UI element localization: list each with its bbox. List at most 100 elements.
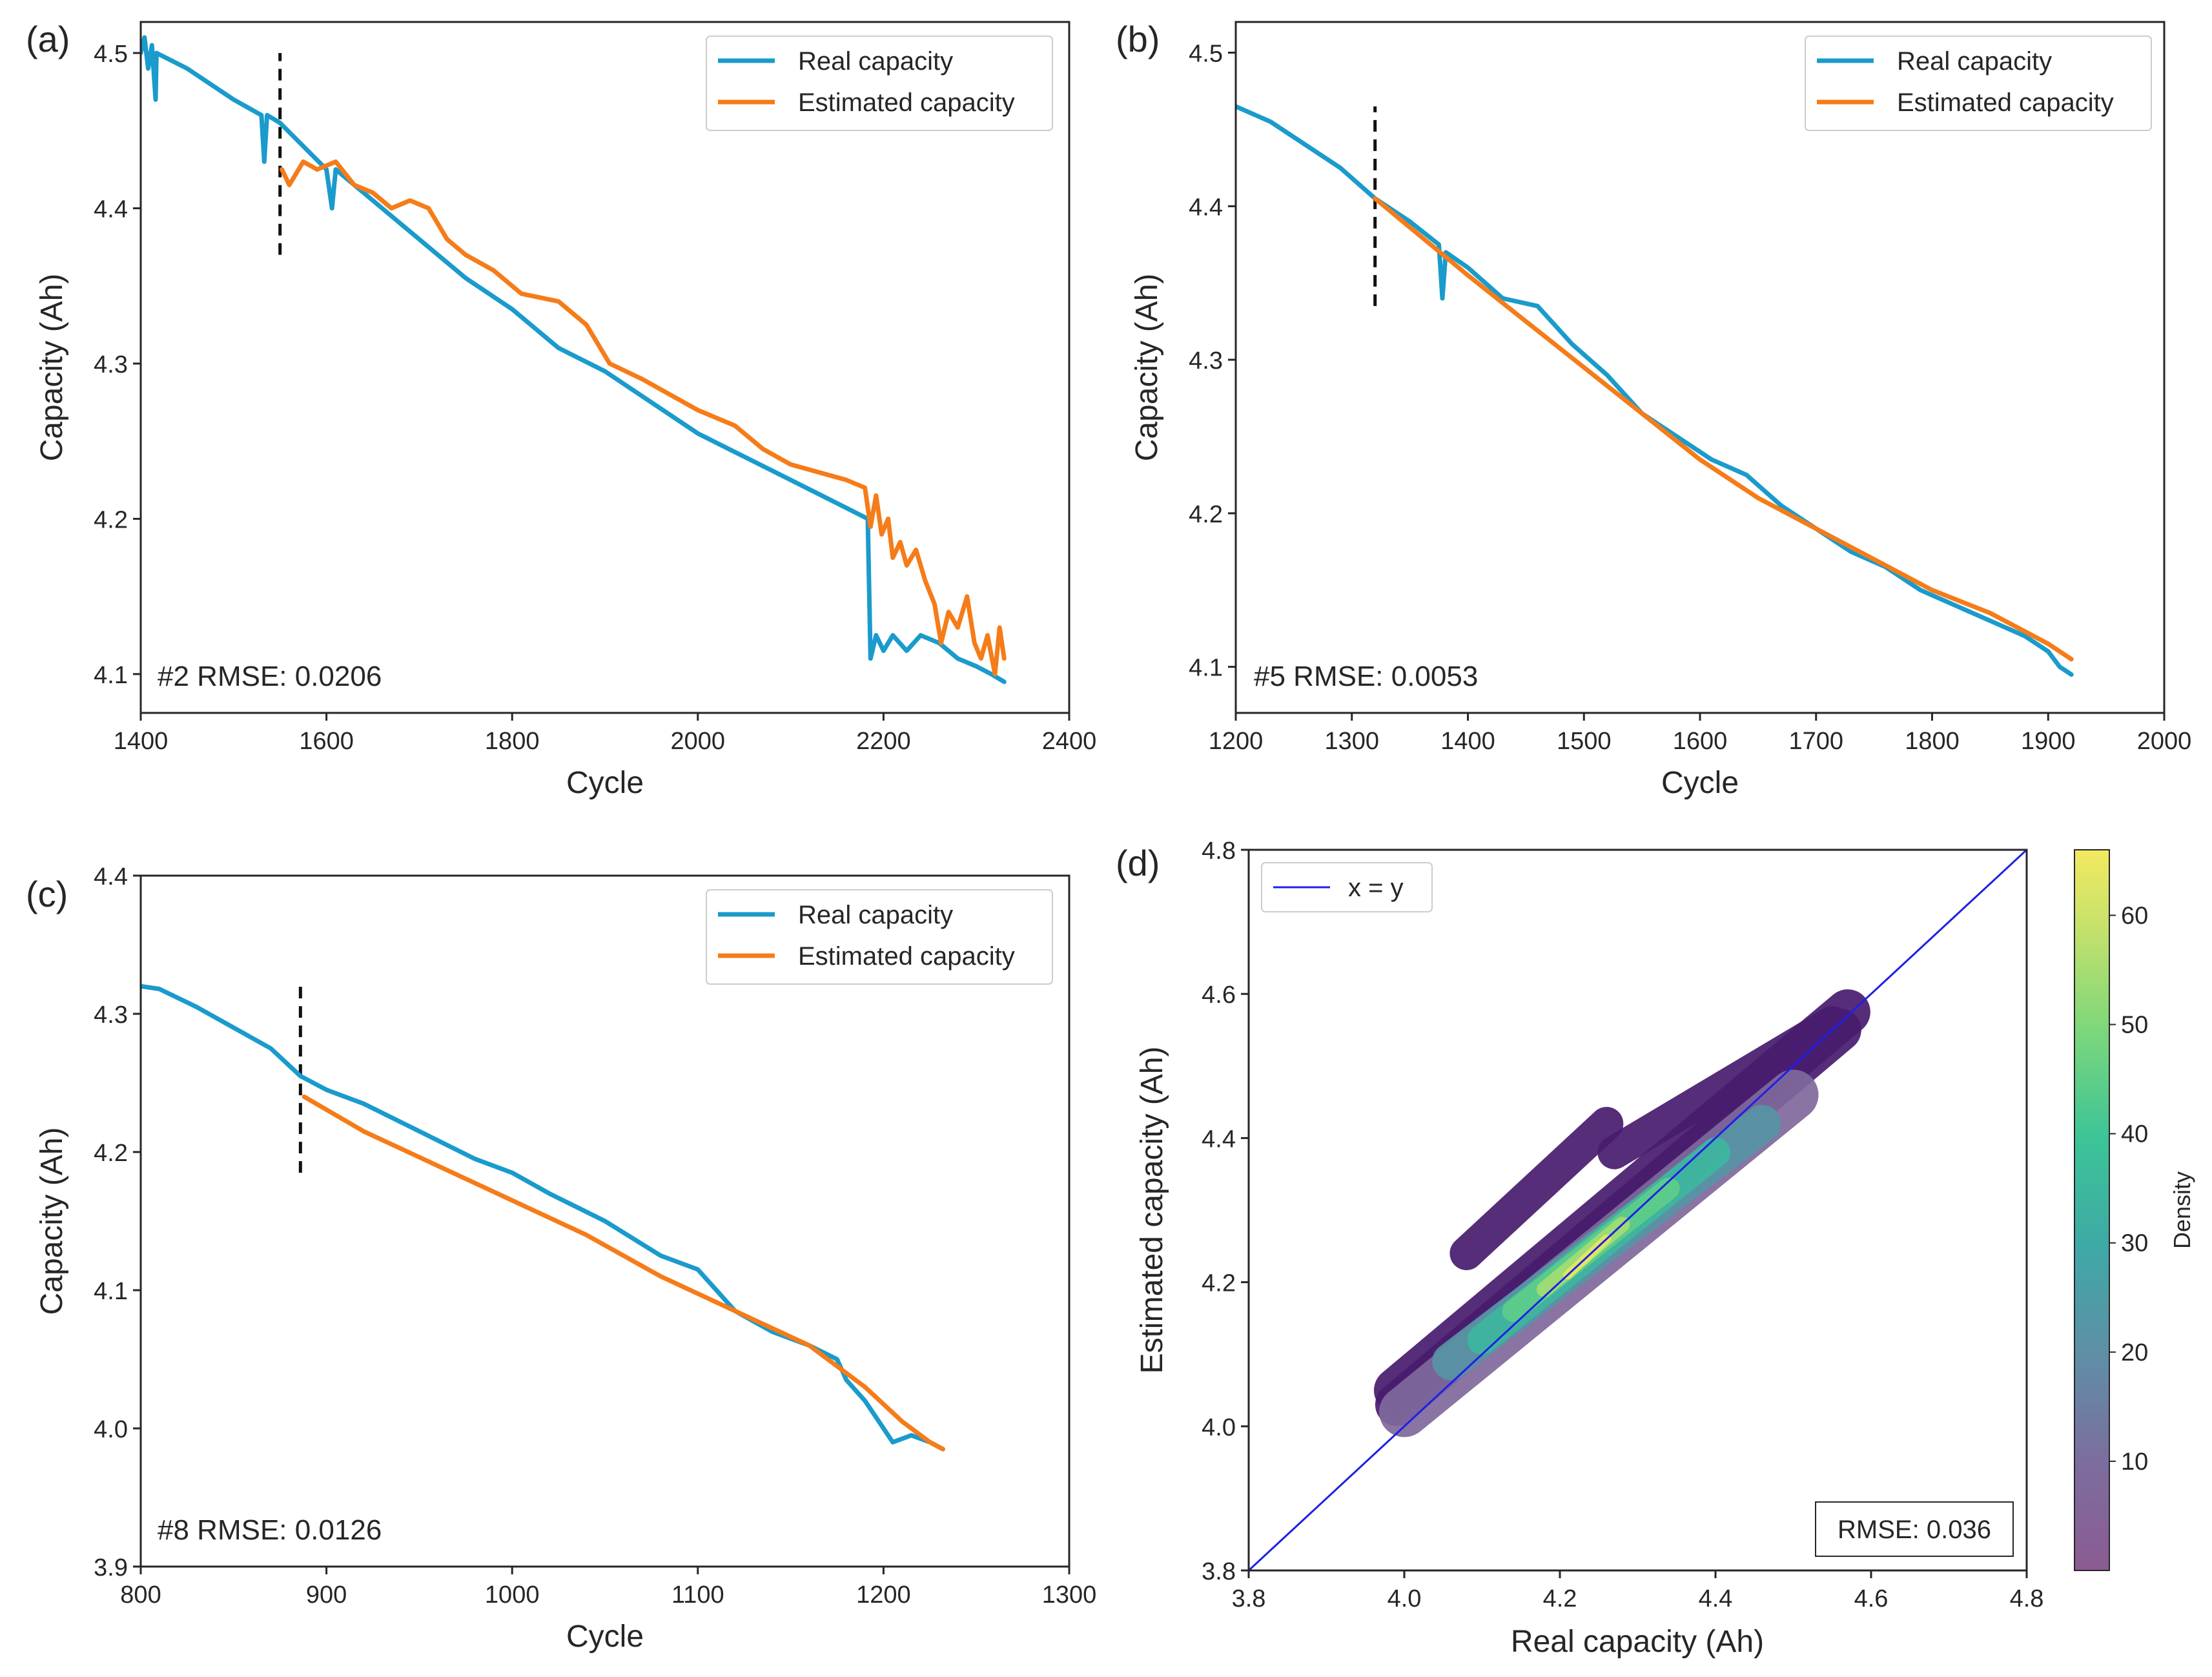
- ytick-label: 4.4: [94, 863, 128, 890]
- xtick-label: 1600: [1673, 728, 1728, 755]
- real-capacity-line-a: [141, 35, 1007, 684]
- ytick-label: 4.2: [1189, 501, 1223, 528]
- colorbar-label: Density: [2169, 1171, 2195, 1249]
- xtick-label: 2400: [1042, 728, 1097, 755]
- xtick-label: 1000: [485, 1581, 540, 1609]
- xtick-label: 4.4: [1699, 1585, 1733, 1612]
- xtick-label: 1400: [114, 728, 169, 755]
- xtick-label: 3.8: [1232, 1585, 1266, 1612]
- density-layer-d: [1249, 850, 2027, 1570]
- legend-box-a: [706, 36, 1053, 131]
- ytick-label: 4.2: [94, 506, 128, 533]
- xtick-label: 4.2: [1543, 1585, 1577, 1612]
- ytick-label: 4.0: [94, 1416, 128, 1443]
- ytick-label: 4.2: [94, 1140, 128, 1167]
- legend-a: Real capacity Estimated capacity: [706, 36, 1053, 131]
- colorbar-ticks: 10 20 30 40 50 60: [2109, 902, 2148, 1476]
- density-band: [1449, 1107, 1624, 1270]
- ytick-label: 3.9: [94, 1554, 128, 1581]
- legend-d: x = y: [1261, 862, 1433, 912]
- ylabel-b: Capacity (Ah): [1130, 274, 1164, 462]
- xtick-label: 2200: [856, 728, 911, 755]
- legend-box-b: [1805, 36, 2152, 131]
- ticks-a: 1400 1600 1800 2000 2200 2400 4.1 4.2 4.3 4.4 4.5: [94, 41, 1096, 755]
- xlabel-c: Cycle: [566, 1620, 644, 1654]
- xtick-label: 4.0: [1388, 1585, 1422, 1612]
- ytick-label: 4.1: [94, 1278, 128, 1305]
- ylabel-d: Estimated capacity (Ah): [1135, 1047, 1169, 1374]
- axes-frame-c: [139, 874, 1070, 1568]
- panel-b: (b) 1200 1300 1400 1500 1600 1700 1800 1900 2000…: [1116, 19, 2191, 800]
- panel-a: (a) 1400 1600 1800 2000 2200 2400 4.1 4.2 4.3 4.4…: [26, 19, 1096, 800]
- ytick-label: 4.8: [1202, 838, 1236, 865]
- ticks-d: 3.8 4.0 4.2 4.4 4.6 4.8 3.8 4.0 4.2 4.4 4.6 4.8: [1202, 838, 2043, 1612]
- ytick-label: 4.3: [94, 1002, 128, 1029]
- legend-label-estimated-c: Estimated capacity: [798, 942, 1015, 971]
- ytick-label: 4.5: [94, 41, 128, 68]
- panel-c: (c) 800 900 1000 1100 1200 1300 3.9 4.0 4.1 4.2 4.…: [26, 863, 1096, 1654]
- rmse-box-frame-d: [1815, 1501, 2014, 1557]
- ytick-label: 3.8: [1202, 1558, 1236, 1585]
- colorbar-tick-label: 20: [2121, 1339, 2148, 1366]
- legend-c: Real capacity Estimated capacity: [706, 889, 1053, 985]
- ytick-label: 4.4: [94, 196, 128, 223]
- xlabel-d: Real capacity (Ah): [1511, 1625, 1764, 1659]
- ytick-label: 4.5: [1189, 41, 1223, 68]
- ytick-label: 4.1: [1189, 655, 1223, 682]
- rmse-annotation-a: #2 RMSE: 0.0206: [158, 661, 382, 692]
- legend-box-d: [1261, 862, 1433, 912]
- ytick-label: 4.4: [1189, 194, 1223, 221]
- ylabel-a: Capacity (Ah): [35, 274, 69, 462]
- ylabel-c: Capacity (Ah): [35, 1127, 69, 1315]
- colorbar-tick-label: 60: [2121, 902, 2148, 929]
- real-capacity-line-c: [141, 983, 945, 1452]
- legend-b: Real capacity Estimated capacity: [1805, 36, 2152, 131]
- xtick-label: 1500: [1557, 728, 1612, 755]
- series-layer-c: [141, 983, 945, 1452]
- rmse-annotation-c: #8 RMSE: 0.0126: [158, 1514, 382, 1546]
- rmse-annotation-d: RMSE: 0.036: [1838, 1516, 1991, 1544]
- estimated-capacity-line-b: [1373, 196, 2074, 662]
- xtick-label: 1700: [1788, 728, 1843, 755]
- series-layer-a: [141, 35, 1007, 684]
- xtick-label: 1800: [485, 728, 540, 755]
- colorbar-tick-label: 50: [2121, 1012, 2148, 1039]
- legend-label-identity-d: x = y: [1348, 874, 1404, 902]
- ytick-label: 4.0: [1202, 1414, 1236, 1441]
- ytick-label: 4.3: [1189, 347, 1223, 375]
- panel-d: (d) 3.8 4.0 4.2 4.4 4.6 4.8 3.8 4.0 4.2 4.4 4.6 4.8…: [1116, 838, 2195, 1659]
- ytick-label: 4.3: [94, 351, 128, 378]
- colorbar-d: 10 20 30 40 50 60 Density: [2074, 849, 2195, 1571]
- xtick-label: 1300: [1324, 728, 1379, 755]
- ytick-label: 4.4: [1202, 1126, 1236, 1153]
- legend-label-estimated-b: Estimated capacity: [1897, 88, 2114, 117]
- xtick-label: 2000: [671, 728, 726, 755]
- xtick-label: 900: [306, 1581, 347, 1609]
- axes-frame-d: [1247, 849, 2028, 1572]
- real-capacity-line-b: [1236, 104, 2074, 677]
- ytick-label: 4.6: [1202, 982, 1236, 1009]
- legend-label-real-c: Real capacity: [798, 901, 953, 929]
- xtick-label: 1800: [1905, 728, 1960, 755]
- panel-label-c: (c): [26, 874, 68, 914]
- xtick-label: 800: [120, 1581, 161, 1609]
- xtick-label: 4.6: [1854, 1585, 1889, 1612]
- panel-label-a: (a): [26, 19, 70, 59]
- xtick-label: 1200: [1209, 728, 1264, 755]
- colorbar-tick-label: 30: [2121, 1230, 2148, 1257]
- series-layer-b: [1236, 104, 2074, 677]
- legend-label-estimated-a: Estimated capacity: [798, 88, 1015, 117]
- ticks-b: 1200 1300 1400 1500 1600 1700 1800 1900 2000 4.1 4…: [1189, 41, 2191, 755]
- xtick-label: 4.8: [2010, 1585, 2044, 1612]
- xlabel-a: Cycle: [566, 766, 644, 800]
- rmse-annotation-b: #5 RMSE: 0.0053: [1254, 661, 1478, 692]
- legend-label-real-a: Real capacity: [798, 47, 953, 76]
- rmse-box-d: RMSE: 0.036: [1815, 1501, 2014, 1557]
- xtick-label: 1200: [856, 1581, 911, 1609]
- legend-box-c: [706, 889, 1053, 985]
- xtick-label: 1400: [1440, 728, 1495, 755]
- colorbar-tick-label: 40: [2121, 1121, 2148, 1148]
- xtick-label: 2000: [2137, 728, 2192, 755]
- legend-label-real-b: Real capacity: [1897, 47, 2052, 76]
